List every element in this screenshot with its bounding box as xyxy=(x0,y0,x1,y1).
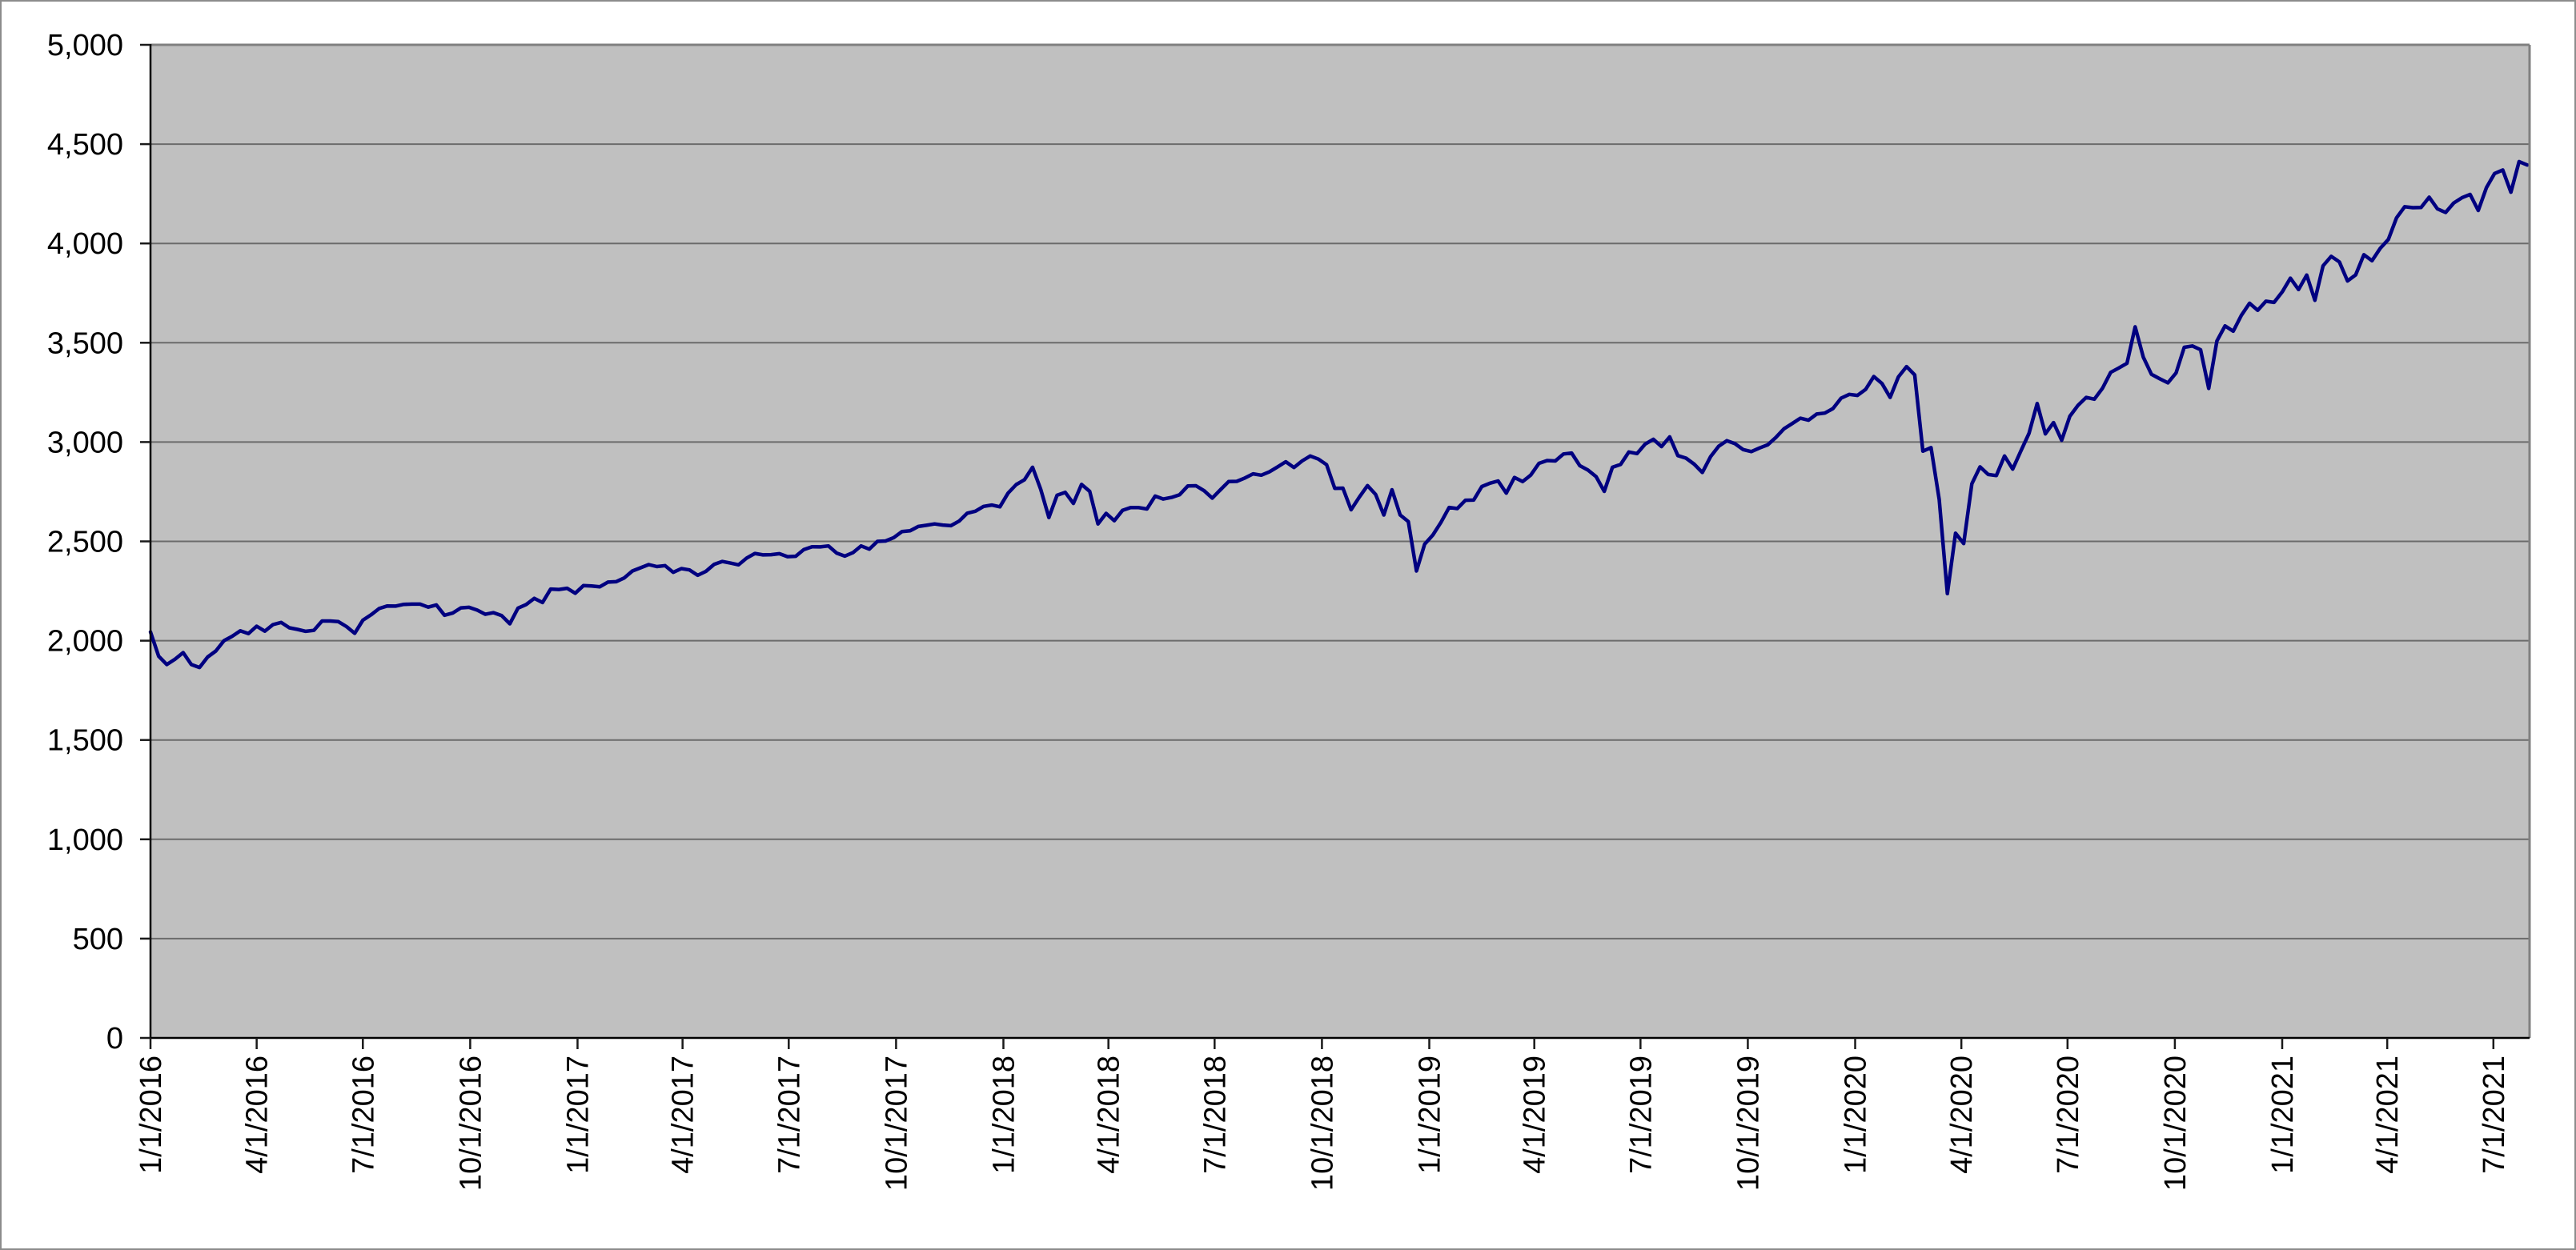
x-tick-label: 1/1/2016 xyxy=(134,1056,168,1174)
y-tick-label: 500 xyxy=(73,923,123,956)
x-tick-label: 7/1/2020 xyxy=(2052,1056,2085,1174)
x-tick-label: 7/1/2021 xyxy=(2478,1056,2511,1174)
y-tick-label: 4,000 xyxy=(47,227,123,261)
y-tick-label: 5,000 xyxy=(47,29,123,62)
x-tick-label: 7/1/2019 xyxy=(1624,1056,1658,1174)
x-axis-labels: 1/1/2016 4/1/2016 7/1/2016 10/1/2016 1/1/201… xyxy=(134,1056,2511,1191)
x-tick-label: 4/1/2021 xyxy=(2371,1056,2405,1174)
x-tick-label: 1/1/2018 xyxy=(987,1056,1021,1174)
y-tick-label: 2,000 xyxy=(47,625,123,659)
axis-ticks xyxy=(140,43,2495,1049)
x-tick-label: 4/1/2018 xyxy=(1093,1056,1126,1174)
data-series xyxy=(148,159,2530,670)
x-tick-label: 7/1/2017 xyxy=(772,1056,806,1174)
y-tick-label: 2,500 xyxy=(47,526,123,559)
y-tick-label: 1,000 xyxy=(47,823,123,857)
x-tick-label: 10/1/2017 xyxy=(880,1056,913,1191)
x-tick-label: 10/1/2019 xyxy=(1731,1056,1765,1191)
x-tick-label: 7/1/2018 xyxy=(1198,1056,1232,1174)
x-tick-label: 4/1/2016 xyxy=(241,1056,275,1174)
x-tick-label: 1/1/2020 xyxy=(1840,1056,1873,1174)
y-axis-labels: 0 500 1,000 1,500 2,000 2,500 3,000 3,500 4,000 4… xyxy=(47,29,123,1056)
x-tick-label: 10/1/2016 xyxy=(454,1056,488,1191)
y-tick-label: 4,500 xyxy=(47,128,123,162)
x-tick-label: 4/1/2020 xyxy=(1945,1056,1979,1174)
x-tick-label: 10/1/2018 xyxy=(1306,1056,1339,1191)
x-tick-label: 4/1/2017 xyxy=(667,1056,700,1174)
x-tick-label: 7/1/2016 xyxy=(347,1056,380,1174)
y-tick-label: 3,000 xyxy=(47,426,123,459)
y-tick-label: 3,500 xyxy=(47,327,123,360)
x-tick-label: 10/1/2020 xyxy=(2159,1056,2193,1191)
price-line xyxy=(148,159,2530,670)
x-tick-label: 4/1/2019 xyxy=(1519,1056,1552,1174)
x-tick-label: 1/1/2019 xyxy=(1414,1056,1447,1174)
x-tick-label: 1/1/2021 xyxy=(2266,1056,2300,1174)
y-tick-label: 1,500 xyxy=(47,724,123,758)
x-tick-label: 1/1/2017 xyxy=(561,1056,595,1174)
y-tick-label: 0 xyxy=(106,1022,123,1056)
